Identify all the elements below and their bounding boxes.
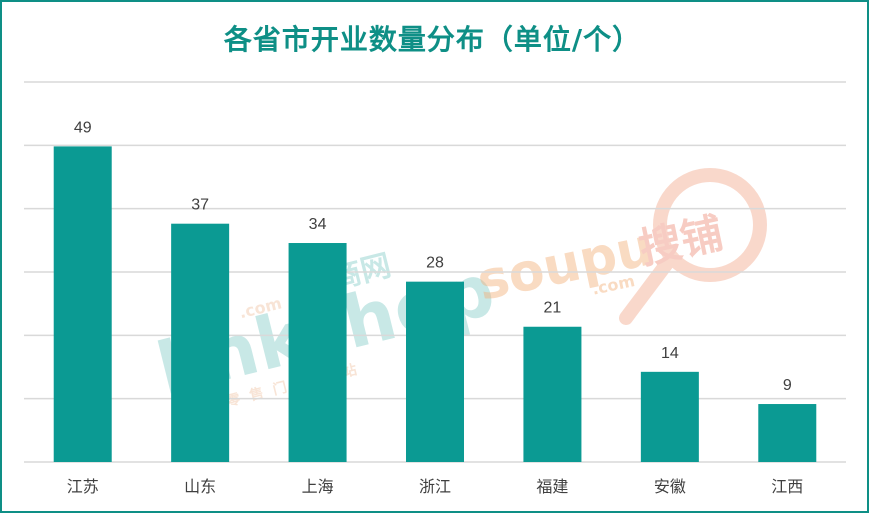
x-tick-label: 江西 (771, 477, 803, 496)
x-tick-label: 安徽 (654, 477, 686, 496)
value-label: 28 (426, 255, 444, 272)
bar-3 (288, 243, 347, 462)
bar-4 (406, 281, 464, 462)
bar-1 (53, 146, 112, 462)
value-label: 37 (191, 197, 209, 214)
value-label: 34 (309, 216, 327, 233)
x-tick-label: 山东 (184, 477, 216, 496)
x-tick-labels: 江苏 山东 上海 浙江 福建 安徽 江西 (67, 477, 804, 496)
chart-title: 各省市开业数量分布（单位/个） (223, 23, 642, 56)
x-tick-label: 福建 (536, 477, 568, 496)
x-tick-label: 浙江 (419, 477, 451, 496)
soupu-brand-text: soupu (472, 217, 659, 313)
value-label: 49 (74, 119, 92, 136)
bar-7 (758, 404, 817, 462)
bar-5 (523, 326, 582, 462)
x-tick-label: 上海 (302, 477, 334, 496)
value-labels: 49 37 34 28 21 14 9 (74, 119, 792, 394)
bar-2 (171, 223, 230, 462)
value-label: 14 (661, 345, 679, 362)
x-tick-label: 江苏 (67, 477, 99, 496)
bars (53, 146, 817, 462)
value-label: 9 (783, 377, 792, 394)
value-label: 21 (544, 300, 562, 317)
soupu-magnifier-ring (653, 168, 767, 282)
bar-6 (640, 371, 699, 462)
soupu-cn-text: 搜铺 (635, 208, 727, 273)
